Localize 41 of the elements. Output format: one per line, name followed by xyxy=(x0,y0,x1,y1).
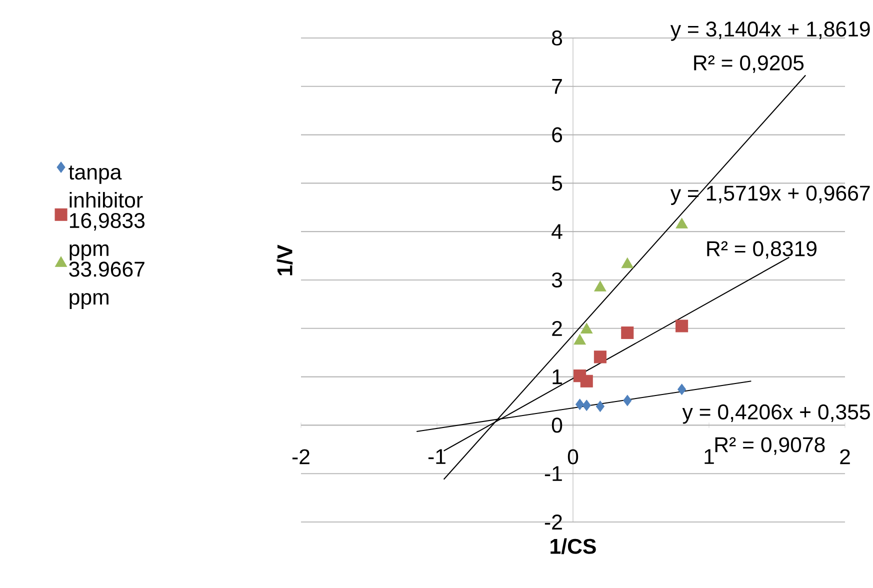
legend-label: 16,9833 ppm xyxy=(70,212,145,260)
point xyxy=(594,350,606,364)
y-tick-label: 2 xyxy=(552,320,562,336)
annotation: y = 3,1404x + 1,8619 xyxy=(670,22,870,41)
point xyxy=(580,374,593,388)
y-tick-label: 4 xyxy=(552,224,562,239)
point xyxy=(582,400,591,411)
point xyxy=(596,400,604,412)
y-tick-label: 6 xyxy=(552,127,562,142)
x-axis-title: 1/CS xyxy=(550,538,596,554)
y-tick-label: -1 xyxy=(544,466,562,481)
y-tick-label: 1 xyxy=(552,369,562,384)
point xyxy=(678,384,686,395)
point xyxy=(594,280,606,292)
x-tick-label: 1 xyxy=(704,449,714,464)
y-tick-label: 3 xyxy=(552,272,562,288)
x-tick-label: 2 xyxy=(840,449,850,464)
x-tick-label: 0 xyxy=(568,449,578,464)
x-tick-label: -2 xyxy=(292,449,310,464)
point xyxy=(676,218,688,228)
point xyxy=(576,398,584,410)
y-tick-label: 0 xyxy=(552,418,562,433)
annotation: y = 0,4206x + 0,355 xyxy=(682,404,870,424)
y-tick-label: 5 xyxy=(552,176,562,191)
annotation: y = 1,5719x + 0,9667 xyxy=(670,186,870,205)
point xyxy=(580,322,593,334)
point xyxy=(676,320,688,332)
annotation: R² = 0,9078 xyxy=(715,437,825,455)
y-tick-label: 7 xyxy=(552,79,562,94)
legend-label: tanpa inhibitor xyxy=(68,166,143,208)
point xyxy=(574,334,586,345)
y-tick-label: 8 xyxy=(552,30,562,46)
y-axis-title: 1/V xyxy=(276,244,293,276)
point xyxy=(621,258,634,268)
legend-label: 33.9667 ppm xyxy=(69,262,144,309)
point xyxy=(621,326,634,340)
point xyxy=(623,394,632,406)
annotation: R² = 0,9205 xyxy=(694,55,804,73)
x-tick-label: -1 xyxy=(428,449,446,464)
annotation: R² = 0,8319 xyxy=(707,241,816,259)
y-tick-label: -2 xyxy=(544,514,562,530)
